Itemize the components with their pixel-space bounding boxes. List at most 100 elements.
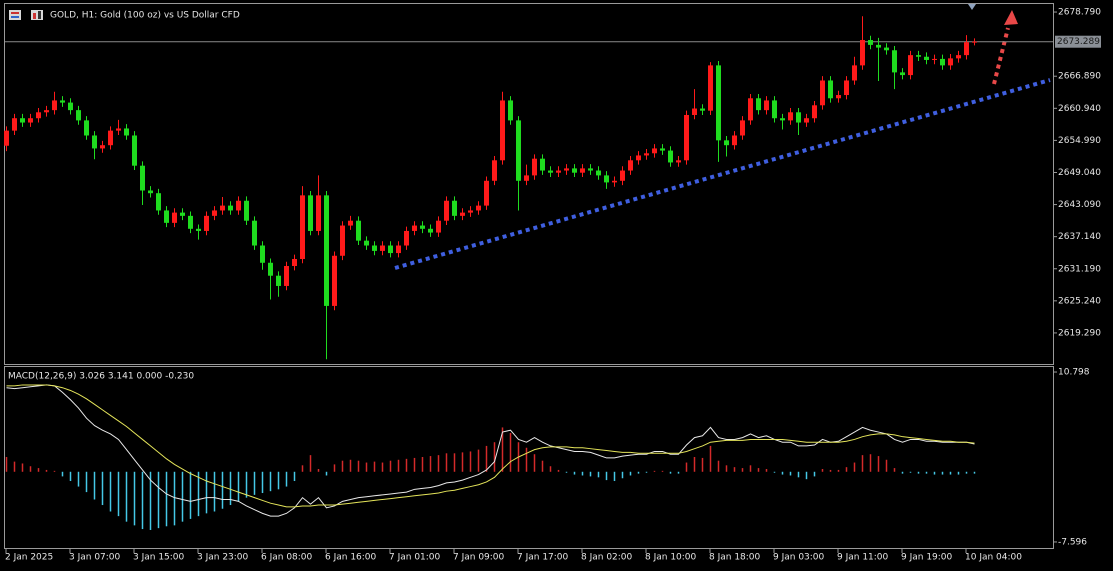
- candle-body: [188, 215, 193, 229]
- candle-body: [476, 205, 481, 211]
- candle-body: [580, 168, 585, 173]
- macd-panel: [4, 366, 1054, 549]
- candle-body: [916, 55, 921, 57]
- candle-body: [756, 98, 761, 111]
- candle-body: [356, 220, 361, 241]
- candle-body: [788, 112, 793, 121]
- candle-body: [284, 266, 289, 286]
- candle-body: [500, 100, 505, 161]
- x-tick-label: 9 Jan 03:00: [773, 553, 825, 563]
- candle-body: [636, 155, 641, 161]
- candle-body: [4, 130, 9, 146]
- candle-body: [212, 210, 217, 216]
- y-tick-label: -7.596: [1058, 537, 1087, 547]
- candle-body: [68, 102, 73, 111]
- x-tick-label: 7 Jan 17:00: [517, 553, 569, 563]
- x-tick-label: 8 Jan 18:00: [709, 553, 761, 563]
- candle-body: [692, 108, 697, 115]
- candle-body: [628, 160, 633, 171]
- x-tick-label: 3 Jan 07:00: [69, 553, 121, 563]
- candle-body: [940, 58, 945, 66]
- x-tick-label: 6 Jan 16:00: [325, 553, 377, 563]
- candle-body: [148, 190, 153, 194]
- candle-body: [436, 220, 441, 233]
- candle-body: [964, 42, 969, 56]
- current-price-label: 2673.289: [1057, 37, 1100, 47]
- y-tick-label: 2649.040: [1058, 168, 1101, 178]
- candle-body: [260, 245, 265, 263]
- candle-body: [972, 41, 977, 43]
- candle-body: [564, 168, 569, 171]
- icon: [31, 10, 43, 20]
- candle-body: [540, 158, 545, 171]
- x-tick-label: 6 Jan 08:00: [261, 553, 313, 563]
- shift-marker: [968, 4, 976, 10]
- candle-body: [772, 100, 777, 119]
- candle-body: [932, 58, 937, 60]
- candle-body: [300, 195, 305, 259]
- candle-body: [172, 212, 177, 223]
- x-tick-label: 7 Jan 09:00: [453, 553, 505, 563]
- candle-body: [348, 220, 353, 226]
- y-tick-label: 2660.940: [1058, 104, 1101, 114]
- candle-body: [268, 262, 273, 276]
- candle-body: [316, 195, 321, 231]
- candle-body: [20, 118, 25, 123]
- candle-body: [604, 175, 609, 183]
- candle-body: [460, 212, 465, 216]
- candle-body: [412, 225, 417, 231]
- candle-body: [836, 95, 841, 99]
- candle-body: [92, 135, 97, 149]
- candle-body: [244, 200, 249, 221]
- candle-body: [444, 200, 449, 221]
- candle-body: [844, 80, 849, 96]
- candle-body: [124, 128, 129, 136]
- icon: [33, 13, 36, 19]
- candle-body: [804, 118, 809, 123]
- candle-body: [164, 210, 169, 223]
- candle-body: [588, 168, 593, 171]
- candle-body: [52, 100, 57, 111]
- symbol-icons: [9, 10, 43, 20]
- candle-body: [900, 72, 905, 76]
- candle-body: [36, 112, 41, 119]
- candle-body: [700, 108, 705, 111]
- y-tick-label: 2654.990: [1058, 136, 1101, 146]
- candle-body: [748, 98, 753, 121]
- candle-body: [204, 215, 209, 231]
- y-tick-label: 2631.190: [1058, 264, 1101, 274]
- candle-body: [612, 180, 617, 183]
- candle-body: [116, 128, 121, 131]
- candle-body: [908, 55, 913, 76]
- candle-body: [396, 245, 401, 254]
- candle-body: [364, 240, 369, 246]
- candle-body: [556, 170, 561, 173]
- candle-body: [156, 193, 161, 211]
- candle-body: [644, 153, 649, 156]
- x-tick-label: 9 Jan 19:00: [901, 553, 953, 563]
- candle-body: [860, 40, 865, 66]
- candle-body: [620, 170, 625, 181]
- candle-body: [956, 55, 961, 59]
- candle-body: [740, 120, 745, 136]
- candle-body: [404, 230, 409, 246]
- price-panel: [4, 3, 1054, 365]
- candle-body: [884, 47, 889, 51]
- candle-body: [516, 120, 521, 181]
- indicator-line: [6, 384, 975, 517]
- candle-body: [140, 165, 145, 191]
- candle-body: [724, 140, 729, 146]
- candle-body: [852, 65, 857, 81]
- candle-body: [332, 255, 337, 306]
- y-tick-label: 2637.140: [1058, 232, 1101, 242]
- candle-body: [676, 160, 681, 163]
- candle-body: [708, 65, 713, 111]
- y-tick-label: 2625.240: [1058, 296, 1101, 306]
- icon: [9, 10, 21, 20]
- indicator-title: MACD(12,26,9) 3.026 3.141 0.000 -0.230: [8, 372, 194, 382]
- candle-body: [236, 200, 241, 211]
- forecast-arrow: [992, 27, 1010, 85]
- candle-body: [796, 112, 801, 123]
